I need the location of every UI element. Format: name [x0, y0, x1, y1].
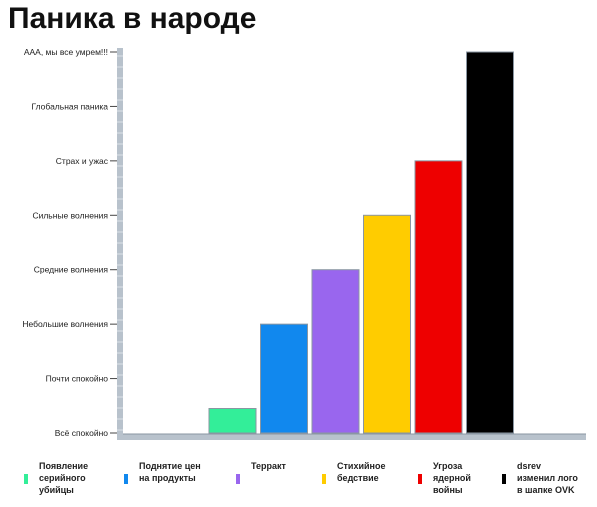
legend-label: Появление — [39, 461, 88, 471]
legend-label: на продукты — [139, 473, 196, 483]
legend-label: ядерной — [433, 473, 471, 483]
x-axis-floor — [117, 434, 586, 440]
legend-label: в шапке OVK — [517, 485, 575, 495]
legend-label: войны — [433, 485, 463, 495]
legend-label: dsrev — [517, 461, 541, 471]
legend-swatch — [322, 474, 326, 484]
y-tick-label: Небольшие волнения — [22, 319, 108, 329]
legend-item: Угроза ядерной войны — [418, 461, 471, 495]
legend-label: Стихийное — [337, 461, 385, 471]
y-axis-band — [117, 48, 123, 440]
legend-item: Терракт — [236, 461, 287, 484]
legend-label: серийного — [39, 473, 86, 483]
bar — [208, 408, 257, 434]
legend-swatch — [502, 474, 506, 484]
legend-swatch — [24, 474, 28, 484]
legend-swatch — [236, 474, 240, 484]
legend-label: Поднятие цен — [139, 461, 201, 471]
y-tick-label: ААА, мы все умрем!!! — [24, 47, 108, 57]
y-tick-label: Всё спокойно — [55, 428, 109, 438]
bar — [363, 214, 411, 434]
legend-item: Стихийное бедствие — [322, 461, 385, 484]
legend-item: dsrev изменил лого в шапке OVK — [502, 461, 578, 495]
y-tick-label: Страх и ужас — [56, 156, 109, 166]
legend-label: бедствие — [337, 473, 379, 483]
legend-item: Появление серийного убийцы — [24, 461, 88, 495]
legend-label: Терракт — [251, 461, 287, 471]
legend-swatch — [418, 474, 422, 484]
y-tick-label: Глобальная паника — [32, 101, 109, 111]
y-tick-label: Почти спокойно — [46, 374, 109, 384]
legend-item: Поднятие цен на продукты — [124, 461, 201, 484]
legend-label: убийцы — [39, 485, 74, 495]
bar — [466, 51, 514, 434]
legend-label: Угроза — [433, 461, 463, 471]
y-tick-label: Средние волнения — [34, 265, 109, 275]
legend-label: изменил лого — [517, 473, 578, 483]
legend-swatch — [124, 474, 128, 484]
bar — [311, 269, 360, 434]
bar — [260, 323, 308, 434]
chart-title: Паника в народе — [8, 2, 257, 35]
y-tick-label: Сильные волнения — [32, 210, 108, 220]
bar — [414, 160, 463, 434]
